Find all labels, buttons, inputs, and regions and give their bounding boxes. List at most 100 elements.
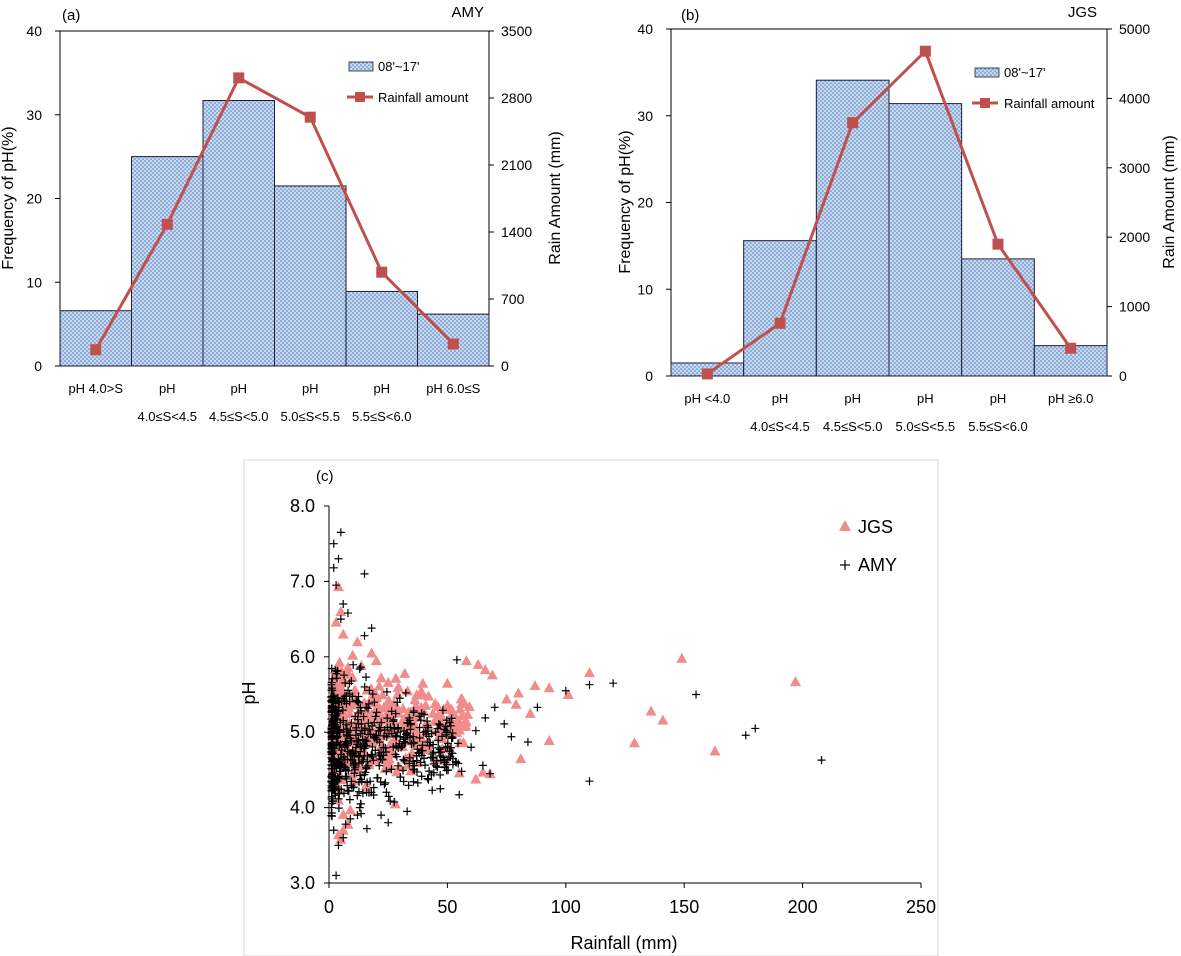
amy-point (741, 731, 750, 740)
amy-point (368, 752, 377, 761)
rainfall-point (847, 117, 859, 129)
amy-point (523, 738, 532, 747)
amy-point (349, 761, 358, 770)
y2-tick-label: 1400 (501, 224, 532, 240)
amy-point (340, 692, 349, 701)
amy-point (447, 734, 456, 743)
amy-point (692, 690, 701, 699)
amy-point (351, 765, 360, 774)
amy-point (441, 743, 450, 752)
amy-point (427, 770, 436, 779)
amy-point (360, 569, 369, 578)
jgs-point (337, 808, 349, 819)
legend-label-bar: 08'~17' (1004, 65, 1045, 80)
jgs-point (417, 677, 429, 688)
amy-point (366, 777, 375, 786)
amy-point (344, 787, 353, 796)
station-label: JGS (1068, 4, 1097, 21)
amy-point (428, 786, 437, 795)
y2-tick-label: 0 (501, 358, 509, 374)
amy-point (433, 763, 442, 772)
amy-point (355, 803, 364, 812)
amy-point (447, 714, 456, 723)
amy-point (356, 663, 365, 672)
amy-point (399, 755, 408, 764)
amy-point (337, 755, 346, 764)
amy-point (334, 794, 343, 803)
amy-point (329, 774, 338, 783)
bar (815, 79, 890, 377)
y-tick-label: 20 (26, 191, 42, 207)
amy-point (384, 792, 393, 801)
jgs-point (382, 676, 394, 687)
amy-point (354, 692, 363, 701)
rainfall-point (774, 317, 786, 329)
y2-tick-label: 700 (501, 291, 525, 307)
amy-point (436, 770, 445, 779)
amy-point (332, 871, 341, 880)
amy-point (457, 767, 466, 776)
jgs-point (397, 714, 409, 725)
amy-point (363, 704, 372, 713)
jgs-point (351, 636, 363, 647)
y2-axis-label: Rain Amount (mm) (1161, 135, 1178, 268)
amy-point (372, 708, 381, 717)
chart-panel-a: (a) AMY 0 10 20 30 40 0 700 1400 2100 2800 3500 p… (0, 4, 564, 424)
amy-point (448, 729, 457, 738)
amy-point (329, 563, 338, 572)
amy-point (406, 725, 415, 734)
amy-point (353, 697, 362, 706)
jgs-point (510, 698, 522, 709)
jgs-point (454, 703, 466, 714)
amy-point (370, 698, 379, 707)
rainfall-point (376, 266, 388, 278)
amy-point (327, 732, 336, 741)
x-tick-label: 200 (788, 897, 818, 917)
amy-point (387, 765, 396, 774)
legend-marker-triangle (839, 520, 851, 531)
jgs-point (441, 677, 453, 688)
amy-point (328, 747, 337, 756)
category-label: pH (230, 381, 247, 396)
jgs-point (429, 697, 441, 708)
amy-point (585, 777, 594, 786)
rainfall-line (94, 76, 455, 351)
amy-point (401, 688, 410, 697)
jgs-point (337, 824, 349, 835)
amy-point (415, 723, 424, 732)
amy-point (399, 777, 408, 786)
jgs-point (460, 655, 472, 666)
y-tick-label: 8.0 (290, 496, 315, 516)
amy-point (328, 755, 337, 764)
y2-tick-label: 2100 (501, 157, 532, 173)
amy-point (427, 729, 436, 738)
amy-point (343, 732, 352, 741)
jgs-point (370, 655, 382, 666)
amy-point (392, 732, 401, 741)
amy-point (452, 655, 461, 664)
amy-point (412, 767, 421, 776)
jgs-point (479, 664, 491, 675)
y-tick-label: 5.0 (290, 722, 315, 742)
amy-point (396, 773, 405, 782)
amy-point (375, 761, 384, 770)
amy-point (356, 771, 365, 780)
amy-point (360, 770, 369, 779)
jgs-point (429, 715, 441, 726)
amy-point (377, 718, 386, 727)
plot-outer-border (243, 459, 939, 956)
amy-point (343, 781, 352, 790)
rainfall-point (447, 338, 459, 350)
bar-series (670, 79, 1108, 377)
amy-point (357, 777, 366, 786)
amy-point (383, 723, 392, 732)
jgs-point (501, 693, 513, 704)
legend-label-line: Rainfall amount (1004, 96, 1095, 111)
jgs-point (392, 688, 404, 699)
amy-point (344, 686, 353, 695)
jgs-point (330, 616, 342, 627)
amy-point (384, 818, 393, 827)
amy-point (334, 554, 343, 563)
amy-point (434, 743, 443, 752)
